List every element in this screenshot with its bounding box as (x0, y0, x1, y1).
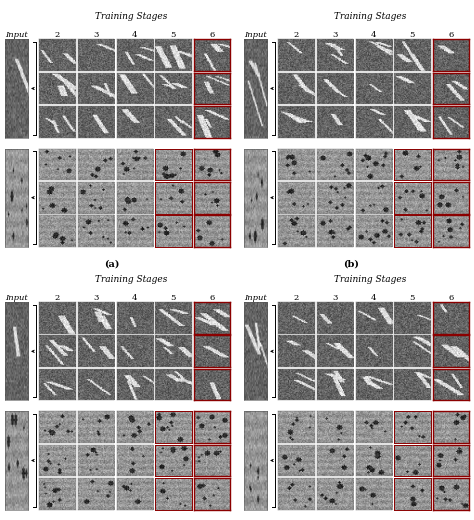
Text: 5: 5 (410, 31, 415, 39)
Text: 6: 6 (210, 31, 215, 39)
Text: 3: 3 (332, 294, 338, 302)
Text: Training Stages: Training Stages (95, 275, 167, 284)
Text: 5: 5 (410, 294, 415, 302)
Text: 5: 5 (171, 31, 176, 39)
Text: 6: 6 (448, 31, 454, 39)
Text: 3: 3 (93, 294, 99, 302)
Text: 4: 4 (132, 294, 137, 302)
Text: 5: 5 (171, 294, 176, 302)
Text: 2: 2 (294, 31, 299, 39)
Text: Input: Input (5, 31, 28, 39)
Text: 3: 3 (93, 31, 99, 39)
Text: 6: 6 (210, 294, 215, 302)
Text: Training Stages: Training Stages (334, 275, 406, 284)
Text: (a): (a) (104, 259, 119, 268)
Text: 2: 2 (55, 294, 60, 302)
Text: 2: 2 (55, 31, 60, 39)
Text: Training Stages: Training Stages (95, 12, 167, 21)
Text: Input: Input (244, 31, 267, 39)
Text: 4: 4 (371, 294, 376, 302)
Text: 3: 3 (332, 31, 338, 39)
Text: Input: Input (244, 294, 267, 302)
Text: 4: 4 (371, 31, 376, 39)
Text: (b): (b) (343, 259, 359, 268)
Text: 4: 4 (132, 31, 137, 39)
Text: Training Stages: Training Stages (334, 12, 406, 21)
Text: 6: 6 (448, 294, 454, 302)
Text: 2: 2 (294, 294, 299, 302)
Text: Input: Input (5, 294, 28, 302)
